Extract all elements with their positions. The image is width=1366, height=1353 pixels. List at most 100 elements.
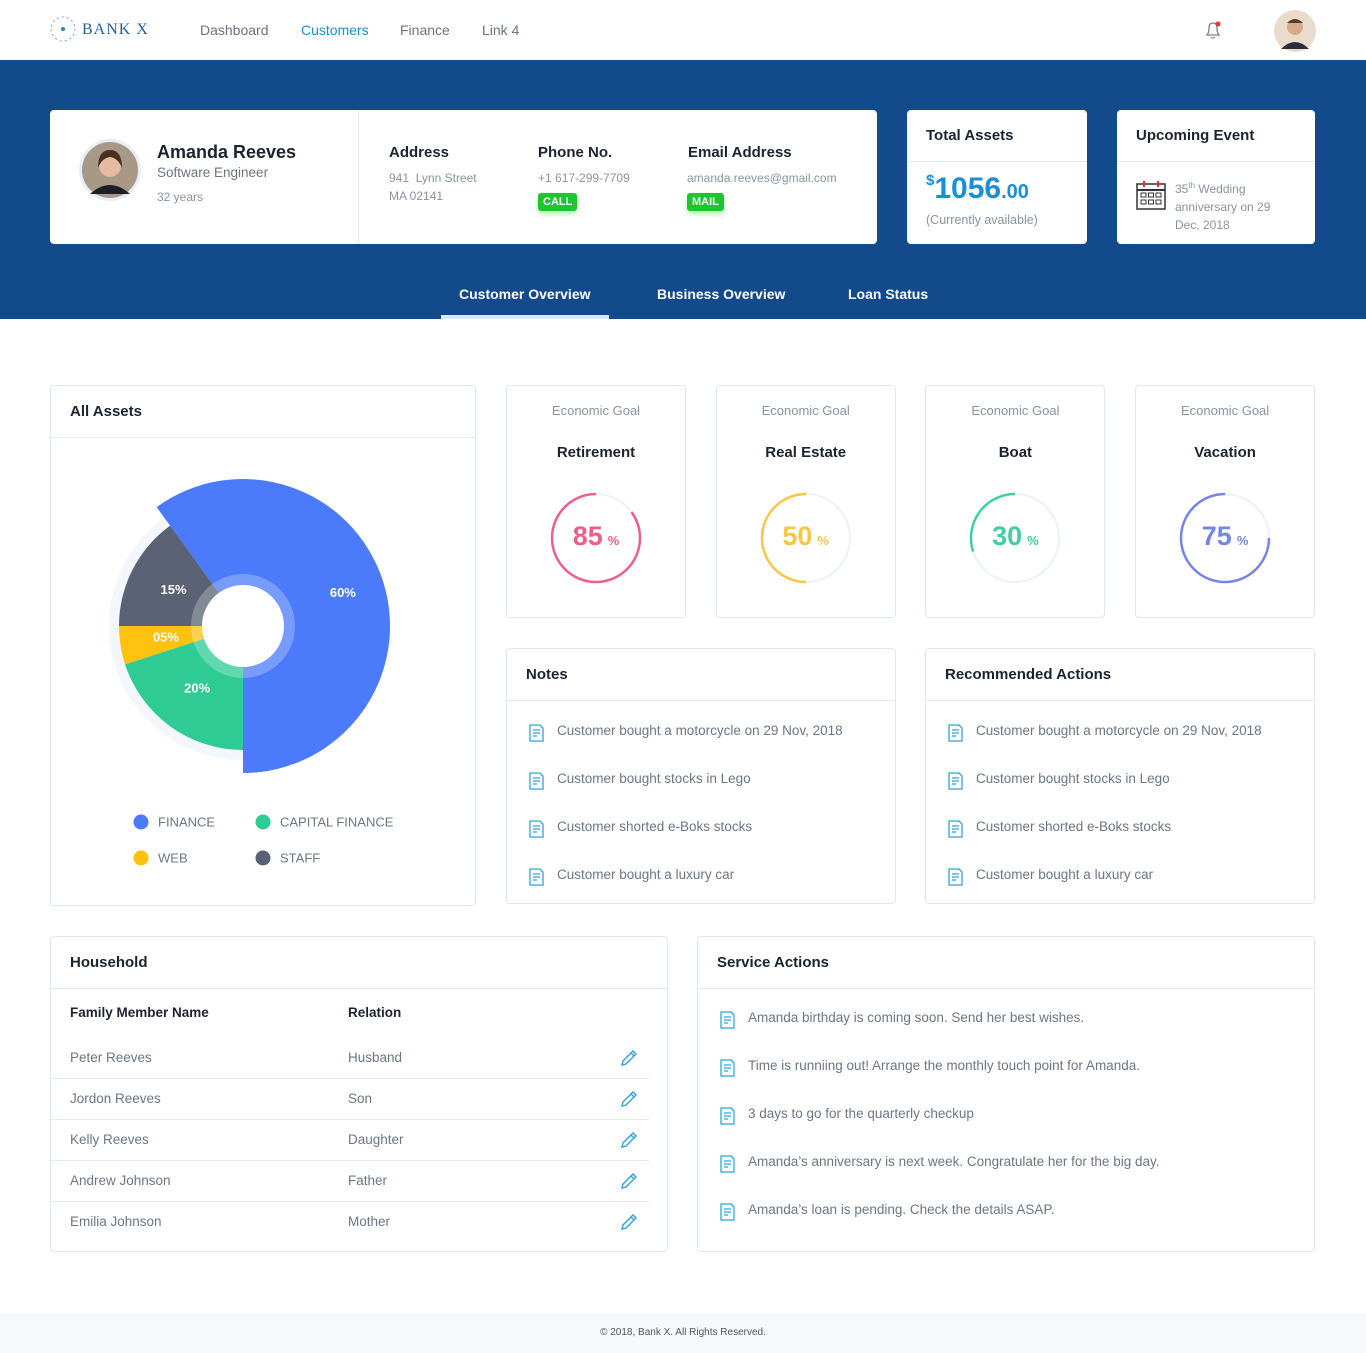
user-avatar[interactable]	[1273, 9, 1317, 53]
note-icon	[720, 1155, 735, 1173]
tab[interactable]: Business Overview	[657, 286, 786, 302]
pie-slice	[125, 626, 243, 750]
goal-unit: %	[607, 533, 620, 548]
list-item: Customer bought stocks in Lego	[976, 771, 1170, 786]
pie-hole	[202, 585, 284, 667]
call-button[interactable]: CALL	[538, 193, 578, 211]
slice-label: 60%	[330, 585, 356, 600]
profile-card: Amanda Reeves Software Engineer 32 years…	[50, 110, 877, 244]
legend-label: FINANCE	[158, 814, 215, 829]
note-icon	[948, 772, 963, 790]
card-title: Service Actions	[698, 937, 1314, 989]
goal-percent: 50%	[717, 521, 895, 552]
list-item: Amanda’s loan is pending. Check the deta…	[748, 1202, 1055, 1217]
icon-shape	[720, 1059, 735, 1077]
customer-age: 32 years	[157, 190, 204, 204]
currency: $	[926, 172, 935, 189]
phone-value: +1 617-299-7709	[538, 171, 630, 185]
icon-shape	[529, 820, 544, 838]
relation: Mother	[348, 1214, 391, 1229]
event-description: Wedding anniversary on 29 Dec, 2018	[1175, 182, 1271, 232]
row-divider	[51, 1078, 649, 1079]
tab[interactable]: Loan Status	[848, 286, 929, 302]
goal-percent: 75%	[1136, 521, 1314, 552]
notification-bell[interactable]	[1202, 19, 1224, 41]
edit-icon[interactable]	[619, 1130, 639, 1150]
goal-name: Retirement	[556, 444, 636, 461]
goal-caption: Economic Goal	[1181, 403, 1270, 418]
edit-icon[interactable]	[619, 1212, 639, 1232]
note-icon	[529, 772, 544, 790]
icon-shape	[621, 1132, 637, 1148]
slice-label: 05%	[153, 630, 179, 645]
member-name: Andrew Johnson	[70, 1173, 171, 1188]
slice-label: 15%	[160, 582, 186, 597]
goal-caption: Economic Goal	[551, 403, 641, 418]
address-line: MA 02141	[389, 189, 444, 203]
goal-value: 75	[1201, 521, 1232, 551]
goal-percent: 30%	[926, 521, 1104, 552]
row-divider	[51, 1160, 649, 1161]
goal-unit: %	[1236, 533, 1249, 548]
list-item: Amanda’s anniversary is next week. Congr…	[748, 1154, 1160, 1169]
email-value: amanda.reeves@gmail.com	[687, 171, 837, 185]
icon-shape	[720, 1011, 735, 1029]
member-name: Kelly Reeves	[70, 1132, 149, 1147]
icon-shape	[948, 868, 963, 886]
icon-shape	[529, 868, 544, 886]
goal-caption: Economic Goal	[971, 403, 1060, 418]
slice-label: 20%	[184, 681, 210, 696]
customer-role: Software Engineer	[157, 165, 269, 180]
profile-photo	[79, 139, 141, 201]
card-title: Notes	[507, 649, 895, 701]
goal-value: 50	[782, 521, 813, 551]
ring-arc	[1179, 492, 1271, 584]
edit-icon[interactable]	[619, 1089, 639, 1109]
nav-link[interactable]: Dashboard	[200, 22, 269, 38]
row-divider	[51, 1119, 649, 1120]
icon-shape	[621, 1091, 637, 1107]
tab-active[interactable]: Customer Overview	[459, 286, 591, 302]
goal-name: Vacation	[1194, 444, 1256, 461]
assets-note: (Currently available)	[926, 213, 1038, 227]
goal-name: Boat	[998, 444, 1033, 461]
list-item: Time is runniing out! Arrange the monthl…	[748, 1058, 1140, 1073]
card-title: Recommended Actions	[926, 649, 1314, 701]
edit-icon[interactable]	[619, 1171, 639, 1191]
nav-link[interactable]: Link 4	[482, 22, 520, 38]
legend-label: STAFF	[280, 850, 320, 865]
list-item: Customer bought a motorcycle on 29 Nov, …	[976, 723, 1262, 738]
logo-icon	[50, 16, 76, 42]
member-name: Emilia Johnson	[70, 1214, 162, 1229]
list-item: Amanda birthday is coming soon. Send her…	[748, 1010, 1085, 1025]
goal-value: 30	[992, 521, 1023, 551]
note-icon	[720, 1011, 735, 1029]
mail-button[interactable]: MAIL	[687, 193, 724, 211]
amount: 1056	[934, 172, 1002, 205]
icon-shape	[720, 1155, 735, 1173]
customer-name: Amanda Reeves	[157, 142, 297, 162]
goal-ring	[1179, 492, 1271, 584]
list-item: Customer bought stocks in Lego	[557, 771, 751, 786]
member-name: Jordon Reeves	[70, 1091, 161, 1106]
address-label: Address	[389, 144, 450, 161]
decimals: .00	[1001, 181, 1029, 203]
brand[interactable]: BANK X	[82, 21, 149, 38]
nav-link[interactable]: Finance	[400, 22, 450, 38]
edit-icon[interactable]	[619, 1048, 639, 1068]
all-assets-card: All Assets 60% 20% 05% 15% FINANCE CAPITAL FI…	[50, 385, 476, 906]
icon-shape	[529, 724, 544, 742]
goal-percent: 85%	[507, 521, 685, 552]
list-item: Customer shorted e-Boks stocks	[976, 819, 1172, 834]
upcoming-event-card: Upcoming Event 35th Wedding anniversary …	[1117, 110, 1315, 244]
goal-card: Economic Goal Boat 30%	[925, 385, 1106, 618]
ordinal-suffix: th	[1188, 181, 1196, 190]
nav-link-active[interactable]: Customers	[301, 22, 369, 38]
relation: Daughter	[348, 1132, 404, 1147]
pie-chart: 60% 20% 05% 15% FINANCE CAPITAL FINANCE WEB STA…	[109, 479, 394, 866]
note-icon	[720, 1059, 735, 1077]
icon-shape	[529, 772, 544, 790]
legend-swatch	[133, 814, 149, 830]
goal-card: Economic Goal Real Estate 50%	[715, 385, 896, 618]
legend-label: WEB	[158, 850, 188, 865]
